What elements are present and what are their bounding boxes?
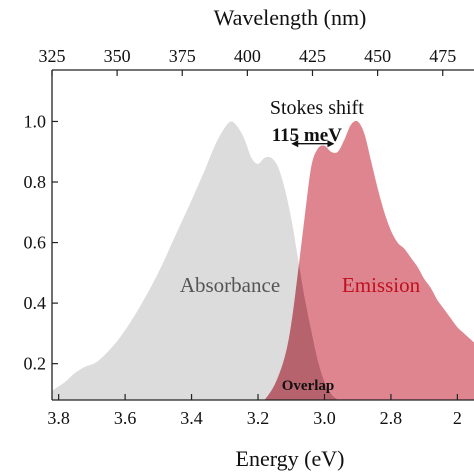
annotations: Stokes shift 115 meV Absorbance Emission Ove… bbox=[180, 97, 421, 394]
top-tick-label: 450 bbox=[364, 46, 391, 66]
y-tick-label: 0.6 bbox=[24, 233, 47, 253]
absorbance-label: Absorbance bbox=[180, 273, 280, 297]
y-tick-label: 0.8 bbox=[24, 172, 47, 192]
bottom-tick-label: 3.0 bbox=[313, 408, 336, 428]
bottom-tick-label: 3.8 bbox=[47, 408, 70, 428]
y-tick-label: 0.2 bbox=[24, 354, 47, 374]
stokes-shift-label: Stokes shift bbox=[270, 97, 364, 119]
top-axis-title: Wavelength (nm) bbox=[214, 5, 367, 30]
bottom-tick-label: 3.4 bbox=[180, 408, 203, 428]
emission-label: Emission bbox=[342, 273, 421, 297]
top-tick-label: 350 bbox=[104, 46, 131, 66]
y-tick-label: 1.0 bbox=[24, 111, 47, 131]
top-tick-label: 325 bbox=[39, 46, 66, 66]
plot-area bbox=[52, 120, 474, 400]
emission-area bbox=[264, 120, 474, 400]
arrowhead-left bbox=[291, 140, 299, 148]
bottom-tick-label: 3.2 bbox=[247, 408, 270, 428]
bottom-axis-title: Energy (eV) bbox=[236, 446, 345, 471]
top-axis: 325 350 375 400 425 450 475 bbox=[39, 46, 456, 76]
y-tick-label: 0.4 bbox=[24, 293, 47, 313]
plot-frame bbox=[51, 69, 474, 401]
top-tick-label: 375 bbox=[169, 46, 196, 66]
left-axis: 1.0 0.8 0.6 0.4 0.2 bbox=[24, 111, 58, 374]
top-tick-label: 425 bbox=[299, 46, 326, 66]
bottom-tick-label: 2 bbox=[453, 408, 462, 428]
stokes-shift-value: 115 meV bbox=[272, 125, 342, 146]
overlap-label: Overlap bbox=[282, 378, 335, 394]
bottom-tick-label: 3.6 bbox=[114, 408, 137, 428]
top-tick-label: 475 bbox=[429, 46, 456, 66]
arrowhead-right bbox=[327, 140, 335, 148]
absorbance-area bbox=[52, 121, 338, 400]
bottom-tick-label: 2.8 bbox=[380, 408, 403, 428]
bottom-axis: 3.8 3.6 3.4 3.2 3.0 2.8 2 bbox=[47, 394, 462, 428]
top-tick-label: 400 bbox=[234, 46, 261, 66]
